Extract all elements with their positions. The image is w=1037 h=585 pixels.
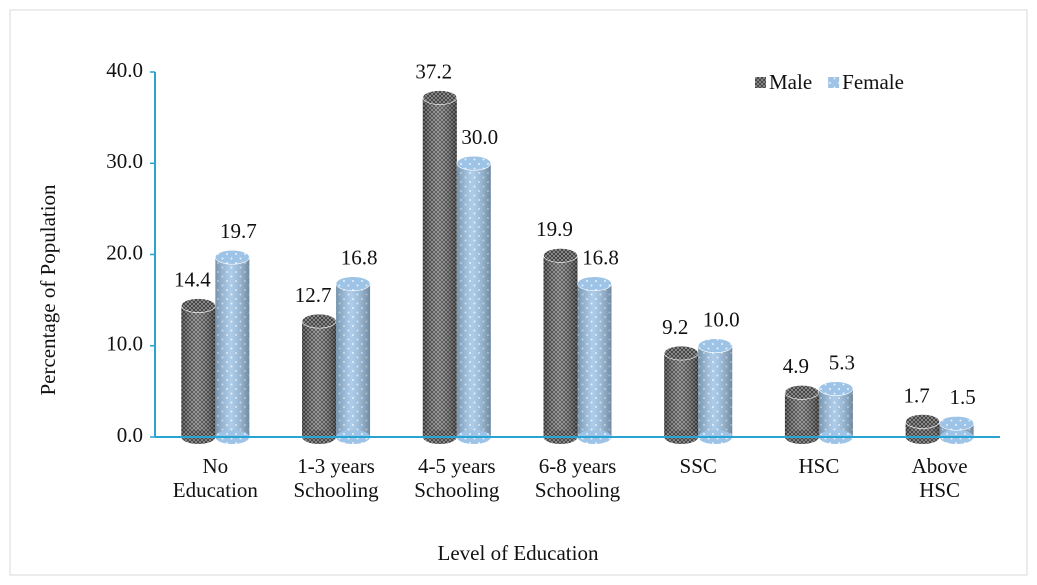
bar-shade	[818, 388, 853, 437]
value-label: 9.2	[662, 315, 688, 339]
x-tick-label: SSC	[680, 454, 717, 478]
bar-shade	[664, 353, 699, 437]
value-label: 14.4	[174, 267, 211, 291]
x-tick-label: HSC	[919, 478, 960, 502]
legend-swatch	[828, 77, 840, 88]
y-tick-label: 40.0	[106, 58, 143, 82]
bar-shade	[336, 283, 371, 437]
value-label: 10.0	[703, 308, 740, 332]
value-label: 16.8	[341, 246, 378, 270]
bar-cap	[784, 384, 820, 400]
bar-cap	[663, 345, 699, 361]
y-axis-label: Percentage of Population	[36, 184, 60, 396]
bar-cap	[543, 248, 578, 263]
x-tick-label: HSC	[798, 454, 839, 478]
bar-shade	[181, 305, 216, 437]
y-tick-label: 0.0	[117, 423, 143, 447]
bar-shade	[784, 392, 819, 437]
x-tick-label: 1-3 years	[297, 454, 375, 478]
bar-shade	[577, 283, 612, 437]
x-tick-label: Schooling	[535, 478, 621, 502]
frame	[9, 9, 1028, 576]
bar-shade	[422, 97, 457, 438]
bar-shade	[698, 345, 733, 437]
x-tick-label: Schooling	[414, 478, 500, 502]
legend-label: Male	[769, 70, 812, 94]
y-tick-label: 20.0	[106, 240, 143, 264]
bar-cap	[905, 414, 940, 429]
y-tick-label: 10.0	[106, 332, 143, 356]
y-tick-label: 30.0	[106, 149, 143, 173]
bar-cap	[697, 338, 733, 354]
bar-shade	[215, 257, 250, 437]
bar-cap	[215, 249, 250, 265]
value-label: 5.3	[829, 350, 855, 374]
value-label: 19.9	[536, 217, 573, 241]
bar-cap	[422, 90, 458, 105]
value-label: 16.8	[582, 246, 619, 270]
value-label: 4.9	[783, 354, 809, 378]
bar-cap	[456, 155, 492, 171]
bar-shade	[456, 163, 491, 437]
value-label: 1.7	[904, 383, 930, 407]
x-tick-label: Education	[173, 478, 259, 502]
value-label: 12.7	[295, 283, 332, 307]
x-tick-label: Above	[912, 454, 968, 478]
x-axis-label: Level of Education	[438, 541, 599, 565]
bar-cap	[301, 313, 337, 329]
x-tick-label: 4-5 years	[418, 454, 496, 478]
legend-label: Female	[842, 70, 904, 94]
bar-cap	[335, 276, 371, 292]
value-label: 37.2	[415, 59, 452, 83]
bar-cap	[939, 416, 974, 431]
value-label: 19.7	[220, 219, 257, 243]
x-tick-label: Schooling	[293, 478, 379, 502]
bar-cap	[818, 381, 854, 396]
bar-cap	[577, 276, 612, 292]
value-label: 1.5	[950, 385, 976, 409]
bar-shade	[302, 321, 337, 437]
x-tick-label: No	[203, 454, 229, 478]
bar-cap	[181, 298, 216, 313]
legend-swatch	[755, 77, 766, 88]
x-tick-label: 6-8 years	[539, 454, 617, 478]
bar-shade	[543, 255, 578, 437]
value-label: 30.0	[461, 125, 498, 149]
